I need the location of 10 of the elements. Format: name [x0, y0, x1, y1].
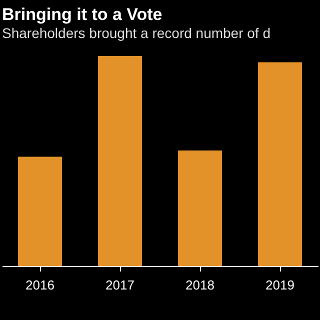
chart-subtitle: Shareholders brought a record number of d — [2, 25, 270, 41]
bar — [98, 56, 142, 266]
bar — [178, 150, 222, 266]
bar — [258, 62, 302, 266]
x-tick-label: 2016 — [26, 278, 54, 292]
x-tick-label: 2018 — [186, 278, 214, 292]
x-tick-label: 2017 — [106, 278, 134, 292]
chart-title: Bringing it to a Vote — [2, 5, 162, 24]
bar — [18, 156, 62, 266]
x-tick-label: 2019 — [266, 278, 294, 292]
